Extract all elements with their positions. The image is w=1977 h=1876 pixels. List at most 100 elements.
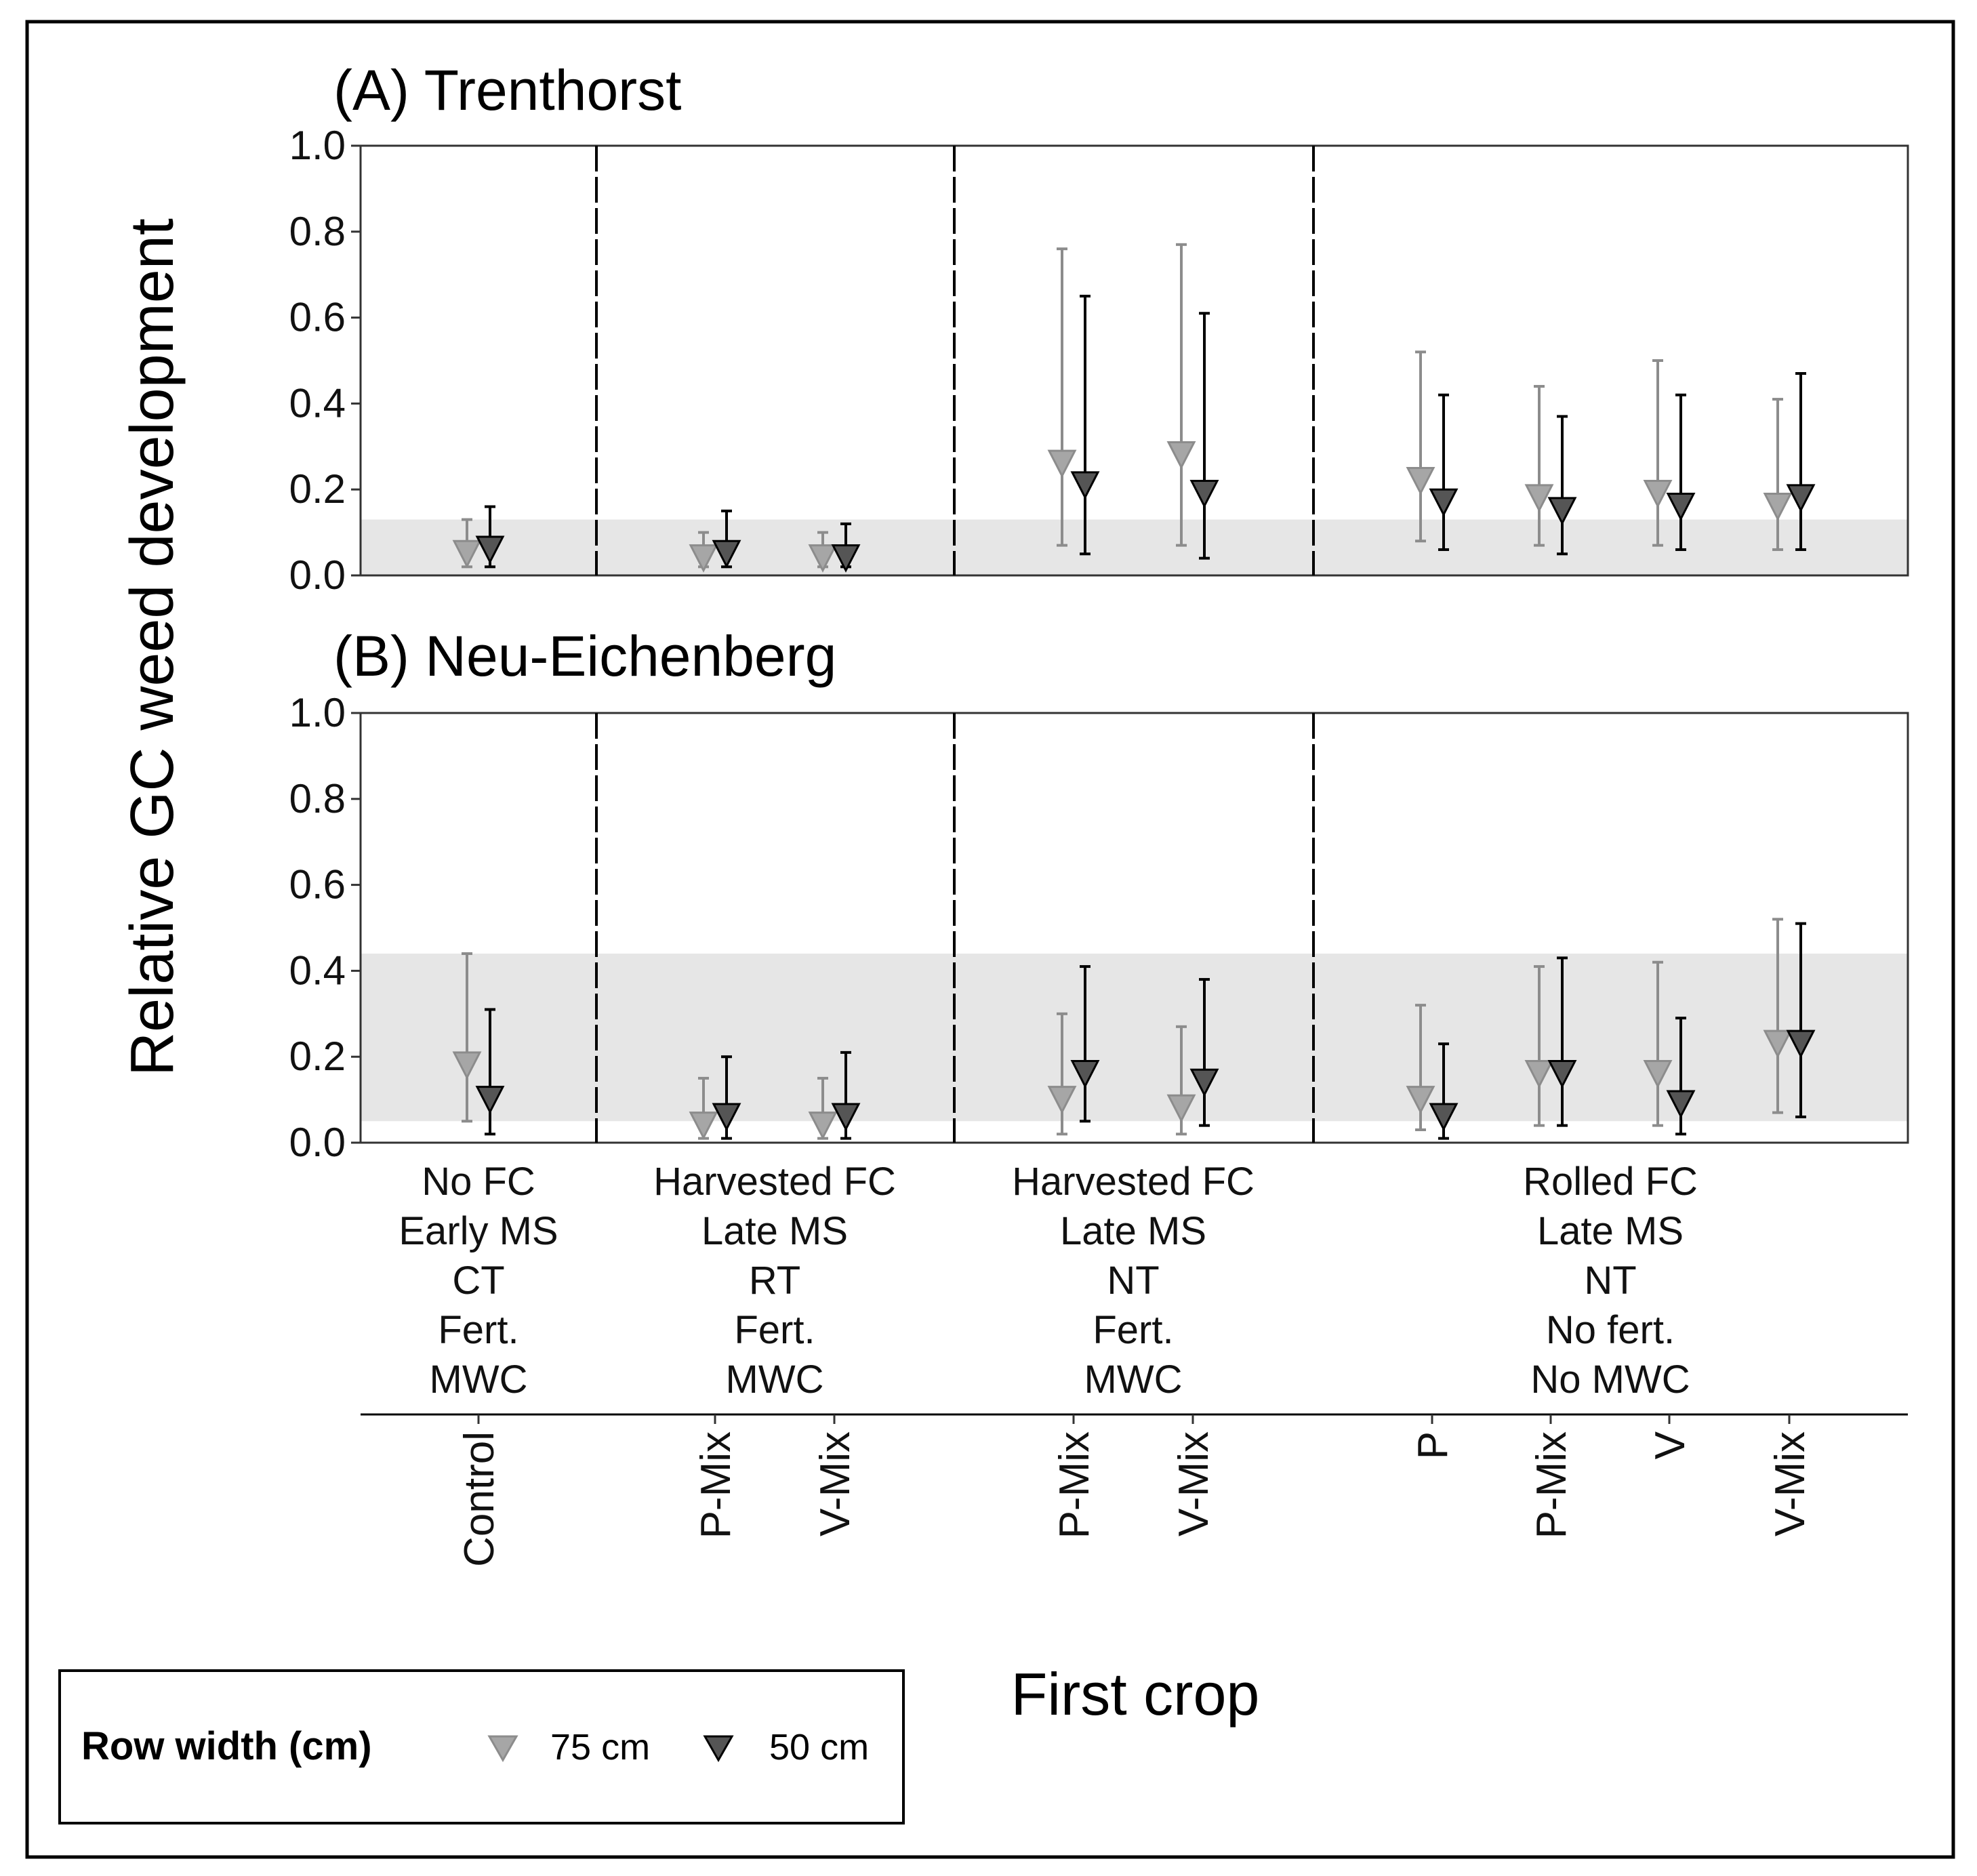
data-point-50cm [1666, 1017, 1696, 1136]
data-point-50cm [475, 505, 505, 569]
group-label-line: MWC [430, 1358, 528, 1402]
y-tick-label: 0.8 [289, 776, 346, 821]
data-point-75cm [452, 518, 482, 569]
data-point-50cm [1547, 956, 1577, 1127]
control-band [361, 519, 1908, 575]
data-point-75cm [808, 1076, 838, 1140]
y-tick-label: 0.2 [289, 466, 346, 512]
data-point-50cm [1070, 294, 1100, 556]
category-labels: Control P-Mix V-Mix P-Mix V-Mix P P-Mix V V-Mix [456, 1414, 1814, 1567]
category-label: V-Mix [1170, 1431, 1217, 1536]
data-point-75cm [808, 531, 838, 573]
data-point-75cm [1643, 960, 1673, 1127]
group-label-line: Late MS [1060, 1209, 1206, 1253]
data-point-50cm [712, 1055, 741, 1140]
data-point-50cm [831, 522, 861, 573]
marker-triangle [1047, 449, 1077, 478]
legend-75cm-label: 75 cm [550, 1727, 650, 1768]
marker-triangle [1643, 1060, 1673, 1088]
data-point-50cm [712, 509, 741, 569]
group-label-line: NT [1107, 1259, 1159, 1303]
data-point-50cm [1189, 978, 1219, 1127]
data-point-75cm [1406, 1004, 1435, 1131]
data-point-75cm [1166, 243, 1196, 547]
data-point-75cm [1406, 350, 1435, 543]
data-point-50cm [1070, 965, 1100, 1123]
category-label: P-Mix [1051, 1431, 1098, 1538]
marker-triangle [1189, 480, 1219, 508]
figure-border [25, 20, 1955, 1859]
marker-triangle [1763, 493, 1793, 521]
group-label-line: Late MS [701, 1209, 848, 1253]
y-tick-label: 0.4 [289, 380, 346, 426]
group-label-line: Fert. [1093, 1308, 1173, 1352]
data-point-50cm [1786, 922, 1816, 1118]
y-tick-label: 1.0 [289, 690, 346, 735]
y-tick-label: 0.6 [289, 862, 346, 908]
marker-triangle [808, 544, 838, 573]
data-point-75cm [1524, 385, 1554, 547]
group-label-line: Late MS [1537, 1209, 1684, 1253]
group-label-line: Fert. [438, 1308, 518, 1352]
marker-triangle [1166, 441, 1196, 470]
group-label-line: No FC [422, 1160, 535, 1204]
y-tick-label: 0.0 [289, 1120, 346, 1165]
marker-triangle [452, 1051, 482, 1080]
control-band [361, 954, 1908, 1122]
category-label: Control [456, 1431, 503, 1567]
category-label: P [1410, 1431, 1456, 1459]
marker-triangle [1524, 484, 1554, 513]
marker-triangle [831, 1103, 861, 1132]
marker-triangle [475, 1086, 505, 1114]
marker-triangle [1666, 493, 1696, 521]
data-point-75cm [1524, 965, 1554, 1127]
data-point-75cm [452, 952, 482, 1123]
legend-50cm-marker [703, 1735, 734, 1763]
data-point-75cm [689, 1076, 718, 1140]
legend: Row width (cm) 75 cm 50 cm [58, 1669, 905, 1824]
panel-title: (A) Trenthorst [333, 58, 681, 122]
data-point-50cm [1786, 372, 1816, 551]
x-axis-label: First crop [1011, 1660, 1260, 1728]
marker-triangle [712, 1103, 741, 1132]
category-label: P-Mix [1528, 1431, 1575, 1538]
y-tick-label: 0.0 [289, 552, 346, 598]
data-point-75cm [689, 531, 718, 573]
data-point-75cm [1763, 918, 1793, 1114]
marker-triangle [689, 544, 718, 573]
group-labels: No FC Early MS CT Fert. MWC Harvested FC Late … [399, 1160, 1698, 1402]
legend-50cm-label: 50 cm [769, 1727, 869, 1768]
marker-triangle [1547, 1060, 1577, 1088]
data-point-50cm [475, 1008, 505, 1136]
category-label: P-Mix [693, 1431, 739, 1538]
data-point-50cm [1429, 1042, 1459, 1140]
category-label: V [1647, 1431, 1694, 1459]
category-label: V-Mix [1767, 1431, 1814, 1536]
group-label-line: No MWC [1530, 1358, 1690, 1402]
marker-triangle [1406, 1086, 1435, 1114]
marker-triangle [1524, 1060, 1554, 1088]
marker-triangle [689, 1112, 718, 1140]
group-label-line: Harvested FC [1012, 1160, 1255, 1204]
marker-triangle [452, 539, 482, 569]
group-label-line: Harvested FC [653, 1160, 896, 1204]
legend-title: Row width (cm) [81, 1724, 372, 1768]
marker-triangle [1166, 1094, 1196, 1123]
legend-box [58, 1669, 905, 1824]
group-label-line: MWC [1084, 1358, 1183, 1402]
marker-triangle [1547, 497, 1577, 526]
panel-border [359, 712, 1909, 1144]
data-point-50cm [831, 1051, 861, 1140]
marker-triangle [831, 544, 861, 573]
marker-triangle [1429, 1103, 1459, 1132]
legend-75cm-marker [487, 1735, 518, 1763]
marker-triangle [1406, 467, 1435, 495]
marker-triangle [1189, 1068, 1219, 1097]
marker-triangle [1429, 488, 1459, 517]
y-tick-label: 0.6 [289, 295, 346, 340]
y-axis-label: Relative GC weed development [119, 218, 186, 1076]
group-label-line: No fert. [1546, 1308, 1675, 1352]
